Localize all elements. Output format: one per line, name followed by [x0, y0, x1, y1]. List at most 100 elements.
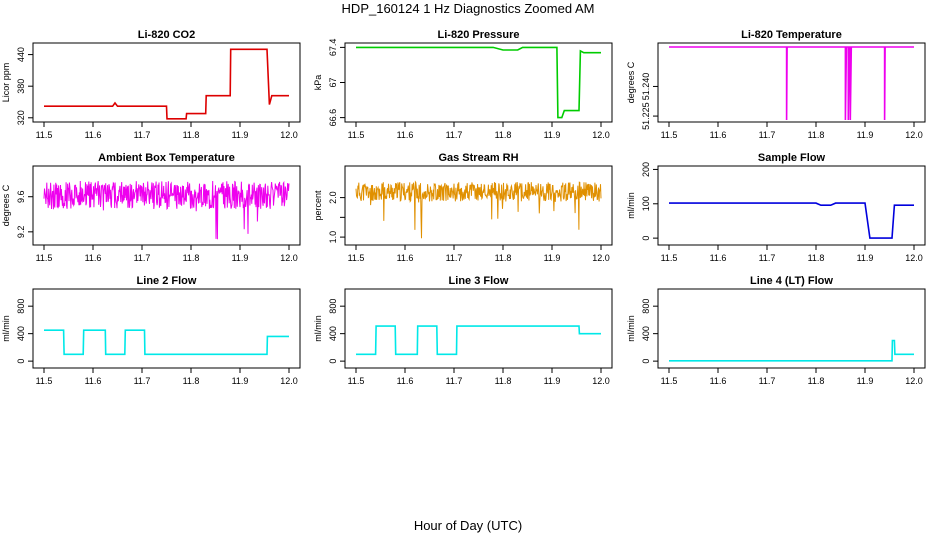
y-tick-label: 0 — [641, 236, 651, 241]
x-tick-label: 11.8 — [495, 376, 512, 386]
x-tick-label: 11.9 — [544, 130, 561, 140]
y-tick-label: 800 — [16, 299, 26, 314]
x-tick-label: 12.0 — [280, 376, 298, 386]
series-line-1 — [44, 329, 289, 356]
figure-title: HDP_160124 1 Hz Diagnostics Zoomed AM — [341, 1, 595, 16]
y-axis-label: percent — [313, 190, 323, 221]
y-axis-label: Licor ppm — [1, 63, 11, 103]
x-tick-label: 11.9 — [857, 376, 874, 386]
x-tick-label: 11.5 — [661, 253, 678, 263]
x-tick-label: 12.0 — [280, 130, 298, 140]
y-tick-label: 51.225 — [641, 102, 651, 130]
x-tick-label: 11.5 — [36, 130, 53, 140]
y-tick-label: 320 — [16, 110, 26, 125]
y-tick-label: 400 — [641, 326, 651, 341]
plot-frame — [657, 288, 926, 369]
x-tick-label: 11.6 — [710, 253, 727, 263]
y-axis-label: ml/min — [313, 315, 323, 342]
y-tick-label: 0 — [16, 359, 26, 364]
y-tick-label: 800 — [328, 299, 338, 314]
x-tick-label: 11.8 — [183, 130, 200, 140]
x-tick-label: 11.7 — [446, 253, 463, 263]
x-tick-label: 12.0 — [905, 253, 923, 263]
plot-frame — [344, 288, 613, 369]
panel-title: Li-820 CO2 — [138, 29, 195, 41]
panel-8: Line 3 Flow 11.5 11.6 11.7 11.8 11.9 12.0 0 400 8… — [313, 275, 613, 386]
x-tick-label: 11.5 — [348, 376, 365, 386]
x-tick-label: 12.0 — [592, 130, 610, 140]
panel-title: Line 4 (LT) Flow — [750, 275, 833, 287]
panel-5: Gas Stream RH 11.5 11.6 11.7 11.8 11.9 12.0 1.0… — [313, 152, 613, 263]
y-tick-label: 380 — [16, 79, 26, 94]
series-line-1 — [44, 48, 289, 120]
x-tick-label: 11.9 — [857, 253, 874, 263]
y-axis-label: ml/min — [626, 192, 636, 219]
panel-title: Li-820 Pressure — [438, 29, 520, 41]
panel-title: Li-820 Temperature — [741, 29, 842, 41]
x-tick-label: 11.7 — [759, 376, 776, 386]
plot-frame — [32, 288, 301, 369]
x-tick-label: 11.6 — [85, 376, 102, 386]
panel-3: Li-820 Temperature 11.5 11.6 11.7 11.8 11.9 12… — [626, 29, 926, 140]
x-tick-label: 11.7 — [134, 376, 151, 386]
y-tick-label: 67.4 — [328, 39, 338, 57]
x-axis-title: Hour of Day (UTC) — [413, 518, 523, 533]
plot-frame — [657, 165, 926, 246]
y-tick-label: 100 — [641, 196, 651, 211]
x-tick-label: 11.7 — [134, 253, 151, 263]
x-tick-label: 12.0 — [592, 376, 610, 386]
y-tick-label: 66.6 — [328, 109, 338, 127]
x-tick-label: 11.5 — [348, 130, 365, 140]
y-tick-label: 440 — [16, 47, 26, 62]
x-tick-label: 11.6 — [85, 253, 102, 263]
panel-title: Line 2 Flow — [137, 275, 197, 287]
x-tick-label: 11.6 — [397, 376, 414, 386]
x-tick-label: 11.9 — [544, 253, 561, 263]
series-line-1 — [43, 180, 290, 240]
x-tick-label: 12.0 — [905, 130, 923, 140]
series-line-1 — [356, 325, 601, 356]
x-tick-label: 11.8 — [808, 253, 825, 263]
y-tick-label: 400 — [16, 326, 26, 341]
y-tick-label: 1.0 — [328, 231, 338, 244]
y-tick-label: 67 — [328, 77, 338, 87]
plot-frame — [344, 165, 613, 246]
x-tick-label: 11.8 — [495, 130, 512, 140]
series-line-1 — [669, 339, 914, 362]
x-tick-label: 11.6 — [710, 130, 727, 140]
panel-7: Line 2 Flow 11.5 11.6 11.7 11.8 11.9 12.0 0 400 8… — [1, 275, 301, 386]
plot-frame — [32, 42, 301, 123]
x-tick-label: 11.6 — [397, 253, 414, 263]
y-tick-label: 200 — [641, 162, 651, 177]
y-tick-label: 9.2 — [16, 226, 26, 239]
x-tick-label: 11.8 — [495, 253, 512, 263]
x-tick-label: 11.9 — [232, 130, 249, 140]
y-tick-label: 0 — [641, 359, 651, 364]
series-line-1 — [355, 180, 602, 239]
x-tick-label: 11.7 — [759, 130, 776, 140]
panel-2: Li-820 Pressure 11.5 11.6 11.7 11.8 11.9 12.0 6… — [313, 29, 613, 140]
x-tick-label: 11.5 — [661, 376, 678, 386]
x-tick-label: 11.9 — [544, 376, 561, 386]
x-tick-label: 11.7 — [446, 130, 463, 140]
x-tick-label: 11.9 — [857, 130, 874, 140]
x-tick-label: 11.5 — [348, 253, 365, 263]
x-tick-label: 11.9 — [232, 253, 249, 263]
y-axis-label: degrees C — [626, 61, 636, 103]
y-axis-label: kPa — [313, 75, 323, 91]
panel-9: Line 4 (LT) Flow 11.5 11.6 11.7 11.8 11.9 12.0… — [626, 275, 926, 386]
plot-frame — [657, 42, 926, 123]
x-tick-label: 11.7 — [134, 130, 151, 140]
y-tick-label: 51.240 — [641, 73, 651, 101]
y-tick-label: 0 — [328, 359, 338, 364]
panel-1: Li-820 CO2 11.5 11.6 11.7 11.8 11.9 12.0 320 380… — [1, 29, 301, 140]
y-tick-label: 800 — [641, 299, 651, 314]
y-tick-label: 400 — [328, 326, 338, 341]
panel-4: Ambient Box Temperature 11.5 11.6 11.7 11.8 1… — [1, 152, 301, 263]
x-tick-label: 11.6 — [397, 130, 414, 140]
panel-title: Line 3 Flow — [449, 275, 509, 287]
y-axis-label: ml/min — [626, 315, 636, 342]
panel-title: Sample Flow — [758, 152, 826, 164]
panel-title: Ambient Box Temperature — [98, 152, 235, 164]
